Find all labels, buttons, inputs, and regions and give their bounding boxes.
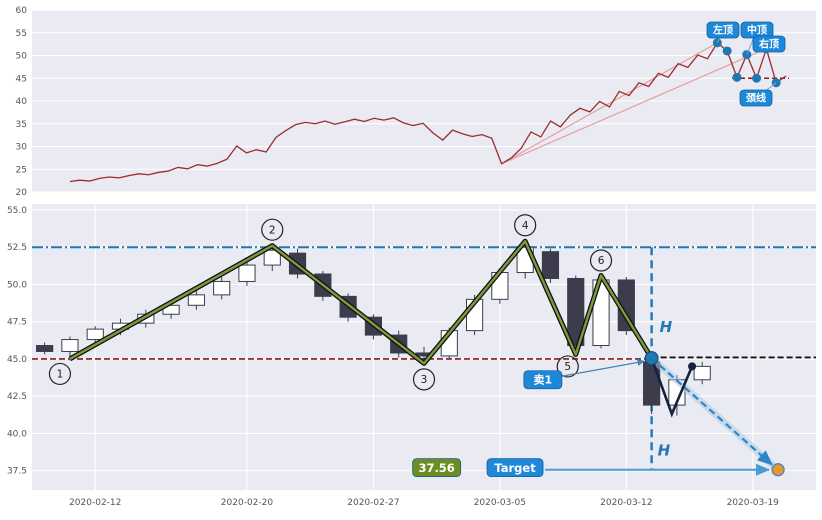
pattern-point-dot — [722, 46, 732, 56]
candle-body — [541, 251, 560, 279]
ytick-label: 35 — [16, 120, 27, 130]
ytick-label: 40.0 — [7, 429, 27, 439]
target-value-box: 37.56 — [412, 458, 462, 478]
xtick-label: 2020-02-20 — [221, 498, 274, 508]
candle-body — [36, 345, 54, 352]
pivot-marker-4: 4 — [514, 214, 537, 237]
sell-arrow — [558, 358, 645, 378]
pivot-number: 4 — [522, 220, 529, 232]
ytick-label: 20 — [16, 188, 28, 198]
xtick-label: 2020-03-12 — [600, 498, 652, 508]
bottom-panel: 37.5 40.0 42.5 45.0 47.5 50.0 52.5 55.0 2020-02-… — [7, 204, 816, 508]
pivot-marker-6: 6 — [589, 249, 613, 272]
trendline — [501, 48, 767, 165]
callout-box-text: 左顶 — [712, 24, 733, 37]
pivot-number: 5 — [564, 361, 571, 373]
ytick-label: 60 — [16, 6, 28, 16]
post-break-price — [650, 357, 694, 418]
pivot-number: 6 — [598, 255, 605, 267]
pivot-number: 1 — [57, 369, 64, 381]
price-line — [69, 41, 787, 183]
candle-body — [263, 249, 281, 266]
post-break-dot — [688, 362, 697, 371]
target-value-box-text: 37.56 — [418, 461, 454, 475]
pivot-number: 2 — [269, 224, 276, 236]
candle-body — [61, 339, 79, 352]
pattern-point-dot — [752, 73, 762, 83]
target-label-box: Target — [486, 458, 544, 478]
candle-body — [86, 328, 104, 341]
ytick-label: 50 — [16, 52, 28, 62]
ytick-label: 45.0 — [7, 355, 27, 365]
pivot-marker-3: 3 — [412, 368, 436, 391]
xtick-label: 2020-03-05 — [474, 498, 526, 508]
candle-body — [213, 280, 231, 296]
xtick-label: 2020-02-12 — [69, 498, 121, 508]
ytick-label: 50.0 — [7, 280, 27, 290]
callout-box-text: 颈线 — [745, 92, 766, 105]
pattern-point-dot — [732, 72, 742, 82]
ytick-label: 52.5 — [7, 243, 27, 253]
candle-body — [238, 264, 256, 282]
ytick-label: 55 — [16, 29, 27, 39]
candle-body — [693, 365, 711, 381]
callout-box: 颈线 — [739, 89, 773, 107]
ytick-label: 55.0 — [7, 206, 27, 216]
callout-box: 右顶 — [752, 35, 786, 53]
candle-body — [567, 277, 585, 347]
xtick-label: 2020-03-19 — [727, 498, 780, 508]
target-dot — [771, 463, 785, 477]
xtick-label: 2020-02-27 — [347, 498, 399, 508]
ytick-label: 37.5 — [7, 467, 27, 477]
callout-box-text: 右顶 — [758, 38, 779, 51]
callout-box-text: 中顶 — [747, 24, 767, 37]
ytick-label: 47.5 — [7, 318, 27, 328]
target-projection-arrow — [650, 357, 773, 466]
pivot-marker-1: 1 — [48, 362, 72, 386]
candle-body — [162, 304, 180, 315]
ytick-label: 30 — [16, 143, 28, 153]
zigzag-line — [69, 240, 653, 365]
ytick-label: 25 — [16, 165, 27, 175]
height-label-1: H — [660, 318, 673, 336]
trendline — [501, 42, 718, 165]
ytick-label: 40 — [16, 97, 28, 107]
pivot-number: 3 — [421, 374, 428, 386]
ytick-label: 42.5 — [7, 392, 27, 402]
target-label-box-text: Target — [494, 461, 536, 475]
ytick-label: 45 — [16, 74, 27, 84]
sell-signal-label-text: 卖1 — [534, 373, 553, 387]
height-label-2: H — [658, 442, 671, 460]
candle-body — [643, 361, 661, 406]
neckline-break-dot — [644, 351, 659, 366]
callout-box: 中顶 — [740, 21, 774, 39]
pivot-marker-5: 5 — [556, 355, 579, 378]
pivot-marker-2: 2 — [261, 218, 284, 241]
callout-box: 左顶 — [706, 21, 740, 39]
candle-body — [187, 294, 205, 306]
sell-signal-label: 卖1 — [523, 370, 563, 390]
